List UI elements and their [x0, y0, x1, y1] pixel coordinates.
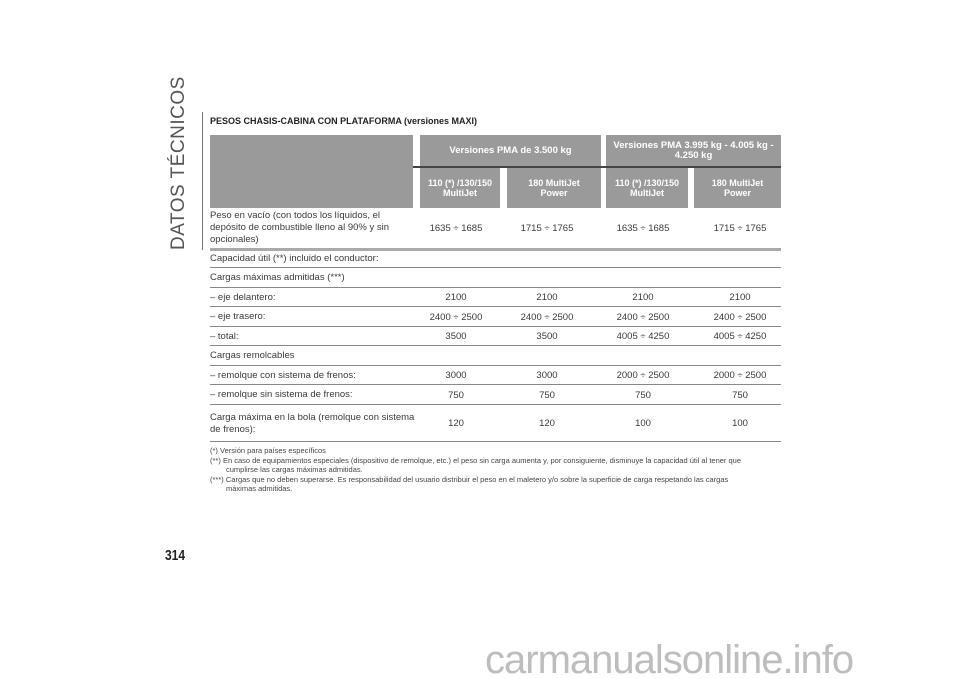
table-row: Cargas remolcables [210, 347, 781, 366]
table-row: – remolque con sistema de frenos: 3000 300… [210, 367, 781, 385]
footnote-continuation: cumplirse las cargas máximas admitidas. [226, 465, 363, 474]
footnote: (**) En caso de equipamientos especiales… [210, 456, 780, 474]
row-value: 3000 [536, 370, 558, 381]
footnote: (***) Cargas que no deben superarse. Es … [210, 475, 780, 493]
footnote-text: En caso de equipamientos especiales (dis… [222, 456, 742, 465]
row-label: Peso en vacío (con todos los líquidos, e… [210, 210, 390, 245]
row-label: – remolque sin sistema de frenos: [210, 389, 353, 400]
header-divider [413, 166, 781, 168]
section-side-title: DATOS TÉCNICOS [168, 76, 189, 250]
footnote-continuation: máximas admitidas. [226, 484, 293, 493]
page-number: 314 [165, 547, 186, 564]
row-label: – remolque con sistema de frenos: [210, 369, 356, 381]
row-value: 2400 ÷ 2500 [616, 311, 670, 323]
header-col-2: 180 MultiJet Power [507, 168, 601, 208]
row-value: 1635 ÷ 1685 [429, 222, 483, 234]
row-value: 3500 [536, 331, 558, 342]
row-value: 2400 ÷ 2500 [713, 311, 767, 323]
row-value: 750 [448, 389, 464, 401]
row-value: 2100 [445, 292, 467, 303]
footnote-mark: (**) [210, 456, 221, 465]
table-row: Carga máxima en la bola (remolque con si… [210, 406, 781, 442]
row-value: 1715 ÷ 1765 [713, 222, 767, 234]
side-divider [202, 112, 203, 250]
row-value: 2100 [632, 292, 654, 303]
row-value: 4005 ÷ 4250 [616, 331, 670, 342]
table-row: – total: 3500 3500 4005 ÷ 4250 4005 ÷ 4250 [210, 328, 781, 346]
table-row: – eje delantero: 2100 2100 2100 2100 [210, 289, 781, 307]
row-value: 120 [448, 418, 464, 429]
row-value: 750 [732, 389, 748, 401]
row-label: Capacidad útil (**) incluido el conducto… [210, 252, 379, 264]
table-row: Cargas máximas admitidas (***) [210, 269, 781, 288]
row-value: 4005 ÷ 4250 [713, 331, 767, 342]
row-value: 2100 [536, 292, 558, 303]
row-value: 3000 [445, 370, 467, 381]
row-label: – eje trasero: [210, 311, 266, 322]
row-value: 750 [635, 389, 651, 401]
row-value: 2400 ÷ 2500 [429, 311, 483, 323]
header-col-3: 110 (*) /130/150 MultiJet [606, 168, 688, 208]
row-value: 3500 [445, 331, 467, 342]
row-label: Cargas máximas admitidas (***) [210, 272, 345, 283]
footnotes: (*) Versión para países específicos (**) … [210, 446, 780, 494]
table-row: Capacidad útil (**) incluido el conducto… [210, 250, 781, 268]
row-value: 750 [539, 389, 555, 401]
table-row: – eje trasero: 2400 ÷ 2500 2400 ÷ 2500 2400… [210, 308, 781, 327]
header-group-2: Versiones PMA 3.995 kg - 4.005 kg - 4.25… [606, 135, 781, 166]
header-group-1: Versiones PMA de 3.500 kg [420, 135, 601, 166]
footnote-text: Cargas que no deben superarse. Es respon… [225, 475, 729, 484]
table-title: PESOS CHASIS-CABINA CON PLATAFORMA (vers… [210, 116, 478, 126]
watermark: carmanualsonline.info [485, 638, 854, 679]
footnote-text: Versión para países específicos [220, 446, 326, 455]
row-label: Cargas remolcables [210, 350, 295, 361]
footnote-mark: (***) [210, 475, 224, 484]
row-value: 100 [635, 418, 651, 429]
header-col-1: 110 (*) /130/150 MultiJet [420, 168, 500, 208]
header-blank-cell [210, 135, 413, 208]
table-row: Peso en vacío (con todos los líquidos, e… [210, 208, 781, 251]
row-label: – eje delantero: [210, 291, 276, 303]
row-value: 2000 ÷ 2500 [713, 370, 767, 381]
row-value: 1715 ÷ 1765 [520, 222, 574, 234]
row-value: 2100 [729, 292, 751, 303]
row-value: 2400 ÷ 2500 [520, 311, 574, 323]
row-value: 2000 ÷ 2500 [616, 370, 670, 381]
table-row: – remolque sin sistema de frenos: 750 750 7… [210, 386, 781, 405]
row-label: Carga máxima en la bola (remolque con si… [210, 411, 415, 435]
row-label: – total: [210, 330, 239, 342]
row-value: 100 [732, 418, 748, 429]
header-col-4: 180 MultiJet Power [694, 168, 781, 208]
row-value: 1635 ÷ 1685 [616, 222, 670, 234]
footnote-mark: (*) [210, 446, 218, 455]
footnote: (*) Versión para países específicos [210, 446, 780, 455]
row-value: 120 [539, 418, 555, 429]
